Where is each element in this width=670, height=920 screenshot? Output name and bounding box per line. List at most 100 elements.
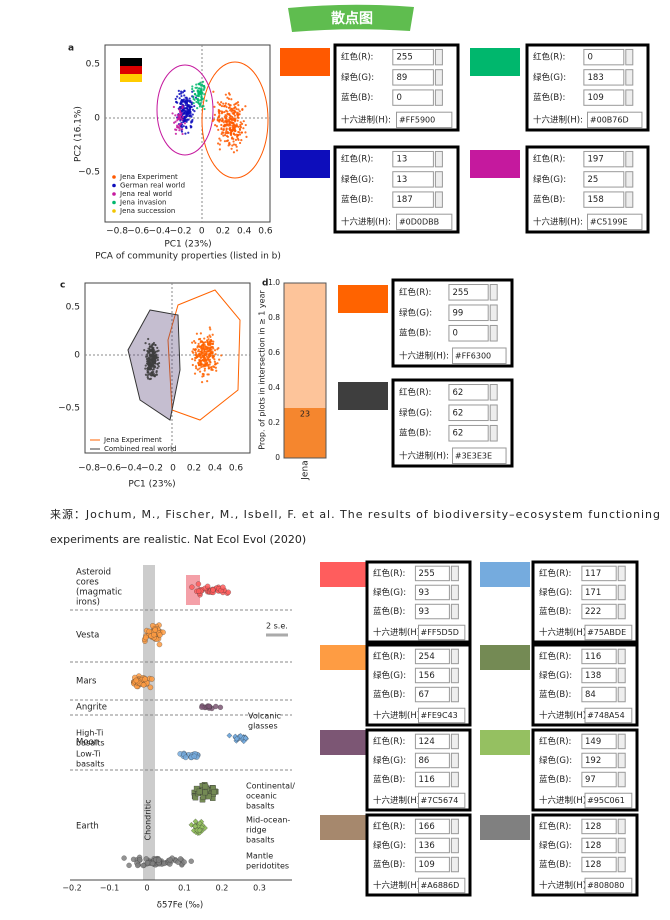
spinner[interactable] xyxy=(617,686,626,703)
spinner[interactable] xyxy=(434,150,443,168)
scatter-dot xyxy=(175,126,179,129)
spinner[interactable] xyxy=(617,667,626,684)
scatter-dot xyxy=(178,108,181,111)
channel-value: 0 xyxy=(397,93,402,103)
scatter-dot xyxy=(144,342,147,345)
scatter-dot xyxy=(126,862,132,869)
spinner[interactable] xyxy=(450,648,459,665)
spinner[interactable] xyxy=(450,818,459,835)
spinner[interactable] xyxy=(617,603,626,620)
channel-label: 绿色(G): xyxy=(539,670,572,681)
spinner[interactable] xyxy=(450,771,459,788)
scatter-dot xyxy=(223,110,226,114)
scatter-dot xyxy=(235,149,239,152)
spinner[interactable] xyxy=(617,648,626,665)
scatter-dot xyxy=(239,121,242,124)
scatter-dot xyxy=(241,108,244,111)
spinner[interactable] xyxy=(450,584,459,601)
scatter-dot xyxy=(236,112,239,115)
spinner[interactable] xyxy=(450,686,459,703)
spinner[interactable] xyxy=(434,89,443,106)
spinner[interactable] xyxy=(450,856,459,873)
spinner[interactable] xyxy=(434,69,443,86)
scatter-dot xyxy=(232,133,235,136)
x-tick-label: 0.6 xyxy=(258,227,273,237)
channel-value: 97 xyxy=(585,775,596,785)
scatter-dot xyxy=(192,351,195,354)
scatter-dot xyxy=(223,105,226,108)
spinner[interactable] xyxy=(617,752,626,769)
spinner[interactable] xyxy=(489,284,498,301)
scatter-dot xyxy=(191,753,198,760)
spinner[interactable] xyxy=(434,191,443,208)
spinner[interactable] xyxy=(434,48,443,66)
scatter-dot xyxy=(195,94,198,97)
scatter-dot xyxy=(148,342,151,346)
spinner[interactable] xyxy=(625,191,634,208)
spinner[interactable] xyxy=(617,856,626,873)
scatter-dot xyxy=(224,134,227,137)
x-tick-label: 0.4 xyxy=(208,464,223,474)
spinner[interactable] xyxy=(489,324,498,342)
spinner[interactable] xyxy=(617,733,626,750)
scatter-dot xyxy=(238,131,241,134)
spinner[interactable] xyxy=(434,171,443,188)
scatter-dot xyxy=(184,96,187,99)
spinner[interactable] xyxy=(450,837,459,854)
value-field xyxy=(414,667,450,684)
value-field xyxy=(581,603,617,620)
spinner[interactable] xyxy=(625,89,634,106)
scatter-dot xyxy=(199,103,202,106)
scatter-dot xyxy=(182,754,189,761)
channel-value: 156 xyxy=(419,671,435,681)
y-tick-label: 0.4 xyxy=(268,383,280,392)
spinner[interactable] xyxy=(489,304,498,322)
hex-field xyxy=(396,111,453,129)
scatter-dot xyxy=(222,129,225,132)
scatter-dot xyxy=(227,92,231,95)
scatter-dot xyxy=(156,363,159,366)
spinner[interactable] xyxy=(617,584,626,601)
scatter-dot xyxy=(187,109,190,112)
annotation: 2 s.e. xyxy=(266,622,288,631)
scatter-dot xyxy=(188,114,191,118)
channel-value: 116 xyxy=(419,775,435,785)
scatter-dot xyxy=(232,151,236,154)
spinner[interactable] xyxy=(625,69,634,86)
spinner[interactable] xyxy=(489,424,498,442)
spinner[interactable] xyxy=(617,818,626,835)
spinner[interactable] xyxy=(617,837,626,854)
scatter-dot xyxy=(203,360,206,363)
scatter-dot xyxy=(142,676,148,682)
scatter-dot xyxy=(146,349,149,353)
scatter-dot xyxy=(232,143,236,146)
spinner[interactable] xyxy=(489,384,498,401)
channel-value: 62 xyxy=(453,408,464,418)
spinner[interactable] xyxy=(450,667,459,684)
spinner[interactable] xyxy=(617,771,626,788)
spinner[interactable] xyxy=(625,48,634,66)
scatter-dot xyxy=(238,110,241,113)
spinner[interactable] xyxy=(450,752,459,769)
channel-value: 197 xyxy=(588,155,604,165)
scatter-dot xyxy=(190,121,193,124)
spinner[interactable] xyxy=(625,171,634,188)
spinner[interactable] xyxy=(489,404,498,422)
scatter-dot xyxy=(184,115,188,118)
spinner[interactable] xyxy=(450,565,459,582)
scatter-dot xyxy=(228,128,232,131)
channel-label: 红色(R): xyxy=(533,154,565,165)
scatter-dot xyxy=(178,129,181,132)
spinner[interactable] xyxy=(617,565,626,582)
spinner[interactable] xyxy=(450,733,459,750)
hex-value: #FF5900 xyxy=(399,115,435,124)
hex-field xyxy=(396,213,453,231)
scatter-dot xyxy=(147,684,154,691)
hex-label: 十六进制(H): xyxy=(373,880,423,891)
spinner[interactable] xyxy=(450,603,459,620)
scatter-dot xyxy=(201,375,204,378)
bar-segment xyxy=(284,408,326,458)
channel-value: 62 xyxy=(453,388,464,398)
scatter-dot xyxy=(238,127,241,130)
spinner[interactable] xyxy=(625,150,634,168)
